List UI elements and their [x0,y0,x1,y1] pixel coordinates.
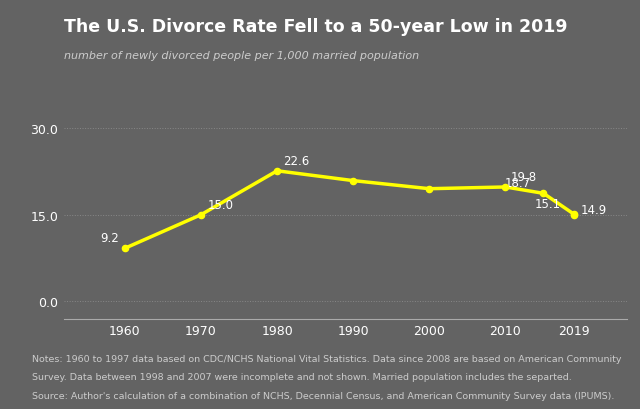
Point [348,178,358,184]
Text: The U.S. Divorce Rate Fell to a 50-year Low in 2019: The U.S. Divorce Rate Fell to a 50-year … [64,18,568,36]
Text: 9.2: 9.2 [100,232,118,245]
Point [500,184,511,191]
Point [424,186,435,193]
Point [120,245,130,252]
Text: Survey. Data between 1998 and 2007 were incomplete and not shown. Married popula: Survey. Data between 1998 and 2007 were … [32,372,572,381]
Point [196,212,206,218]
Point [569,213,579,219]
Point [538,191,548,197]
Text: 18.7: 18.7 [504,177,531,190]
Point [272,168,282,175]
Text: 19.8: 19.8 [511,171,537,184]
Text: number of newly divorced people per 1,000 married population: number of newly divorced people per 1,00… [64,51,419,61]
Text: 22.6: 22.6 [283,155,309,167]
Text: 14.9: 14.9 [581,203,607,216]
Point [569,211,579,218]
Text: Source: Author's calculation of a combination of NCHS, Decennial Census, and Ame: Source: Author's calculation of a combin… [32,391,614,400]
Text: 15.1: 15.1 [535,198,561,211]
Text: 15.0: 15.0 [208,198,234,211]
Text: Notes: 1960 to 1997 data based on CDC/NCHS National Vital Statistics. Data since: Notes: 1960 to 1997 data based on CDC/NC… [32,354,621,363]
